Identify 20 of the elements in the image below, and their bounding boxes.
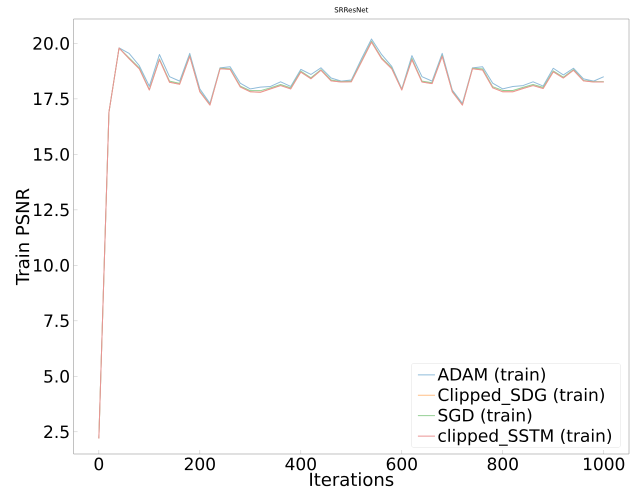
x-tick-label: 0 bbox=[94, 458, 104, 470]
legend-label: Clipped_SDG (train) bbox=[438, 388, 604, 405]
x-tick-label: 600 bbox=[386, 458, 417, 470]
y-axis-title: Train PSNR bbox=[15, 188, 30, 286]
legend-label: clipped_SSTM (train) bbox=[438, 428, 612, 446]
y-tick-label: 20.0 bbox=[33, 36, 69, 50]
y-tick-label: 7.5 bbox=[44, 314, 69, 328]
y-tick-label: 10.0 bbox=[34, 258, 69, 272]
x-axis-title: Iterations bbox=[310, 472, 394, 486]
x-tick-label: 1000 bbox=[584, 458, 624, 470]
y-tick-label: 12.5 bbox=[34, 203, 69, 216]
y-tick-label: 15.0 bbox=[34, 148, 69, 161]
legend-label: SGD (train) bbox=[438, 408, 532, 424]
y-tick-label: 17.5 bbox=[34, 92, 69, 106]
y-tick-label: 5.0 bbox=[44, 370, 69, 383]
x-tick-label: 400 bbox=[285, 458, 316, 470]
legend-label: ADAM (train) bbox=[438, 368, 545, 383]
x-tick-label: 200 bbox=[184, 458, 215, 470]
x-tick-label: 800 bbox=[488, 458, 518, 470]
y-tick-label: 2.5 bbox=[44, 425, 69, 438]
